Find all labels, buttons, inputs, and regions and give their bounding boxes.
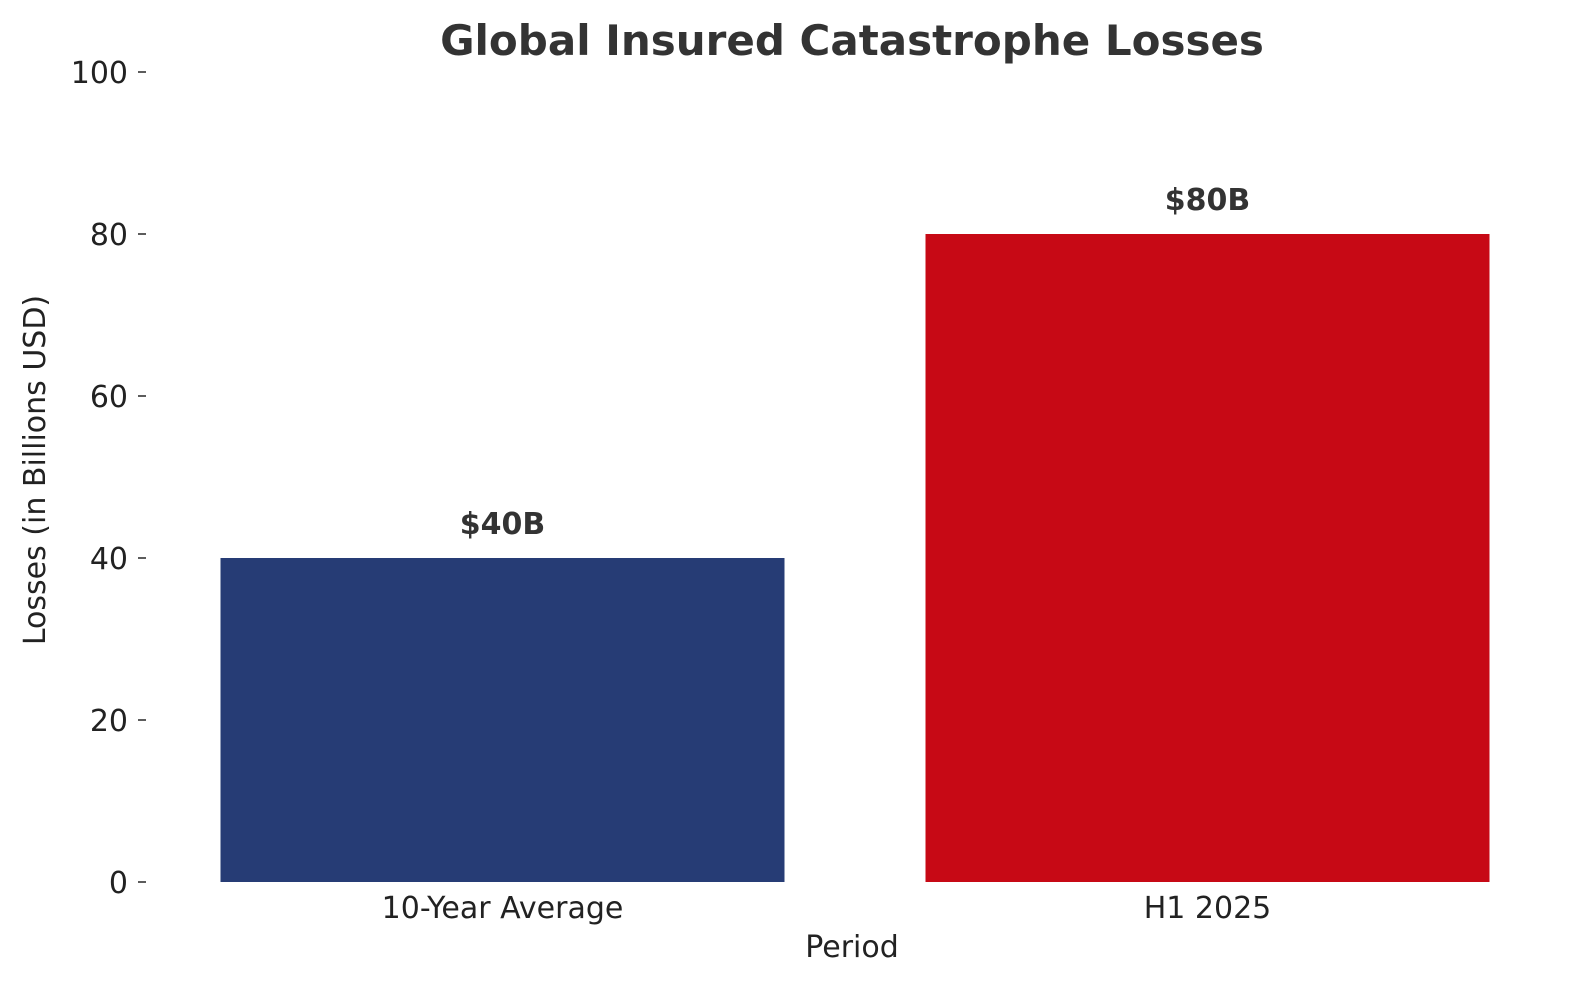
y-tick-label: 80 [90, 218, 128, 253]
y-tick-label: 40 [90, 542, 128, 577]
y-tick-label: 0 [109, 866, 128, 901]
y-tick-label: 100 [71, 56, 128, 91]
y-axis-label: Losses (in Billions USD) [18, 295, 53, 645]
data-labels-group: $40B $80B [460, 183, 1251, 542]
x-axis-label: Period [805, 930, 899, 965]
chart-title: Global Insured Catastrophe Losses [440, 16, 1264, 65]
bar [925, 234, 1490, 882]
y-axis: 0 20 40 60 80 100 [71, 56, 146, 901]
bars-group [220, 234, 1490, 882]
data-label: $40B [460, 507, 546, 542]
x-tick-label: 10-Year Average [382, 891, 624, 926]
y-tick-label: 60 [90, 380, 128, 415]
bar [220, 558, 785, 882]
y-tick-label: 20 [90, 704, 128, 739]
x-axis: 10-Year Average H1 2025 [382, 874, 1272, 926]
x-tick-label: H1 2025 [1144, 891, 1272, 926]
data-label: $80B [1165, 183, 1251, 218]
